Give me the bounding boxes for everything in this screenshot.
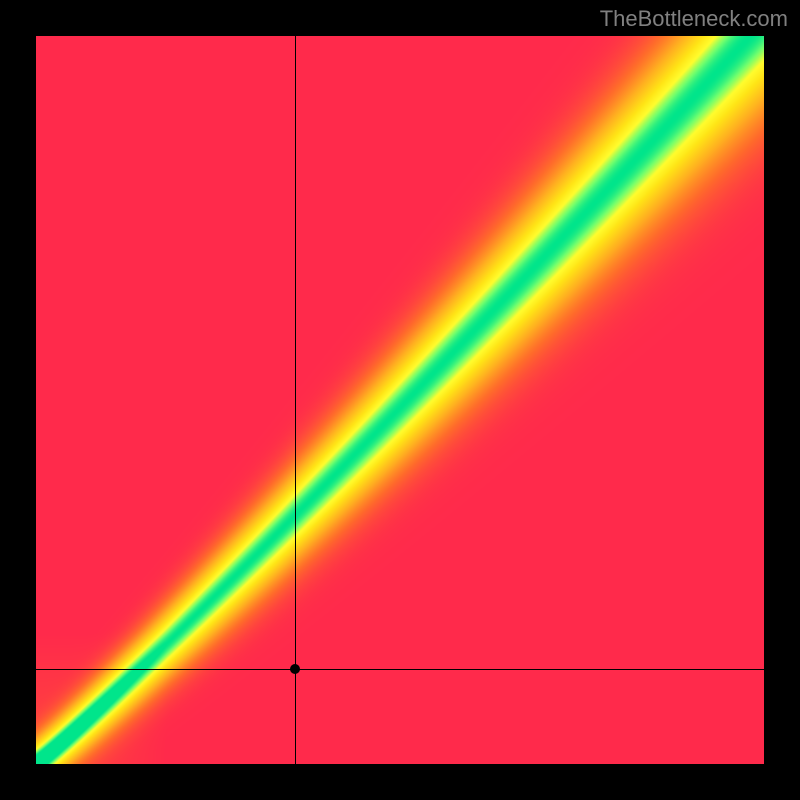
marker-dot <box>290 664 300 674</box>
crosshair-vertical <box>295 36 296 764</box>
plot-area <box>36 36 764 764</box>
bottleneck-heatmap <box>36 36 764 764</box>
watermark-text: TheBottleneck.com <box>600 6 788 32</box>
crosshair-horizontal <box>36 669 764 670</box>
